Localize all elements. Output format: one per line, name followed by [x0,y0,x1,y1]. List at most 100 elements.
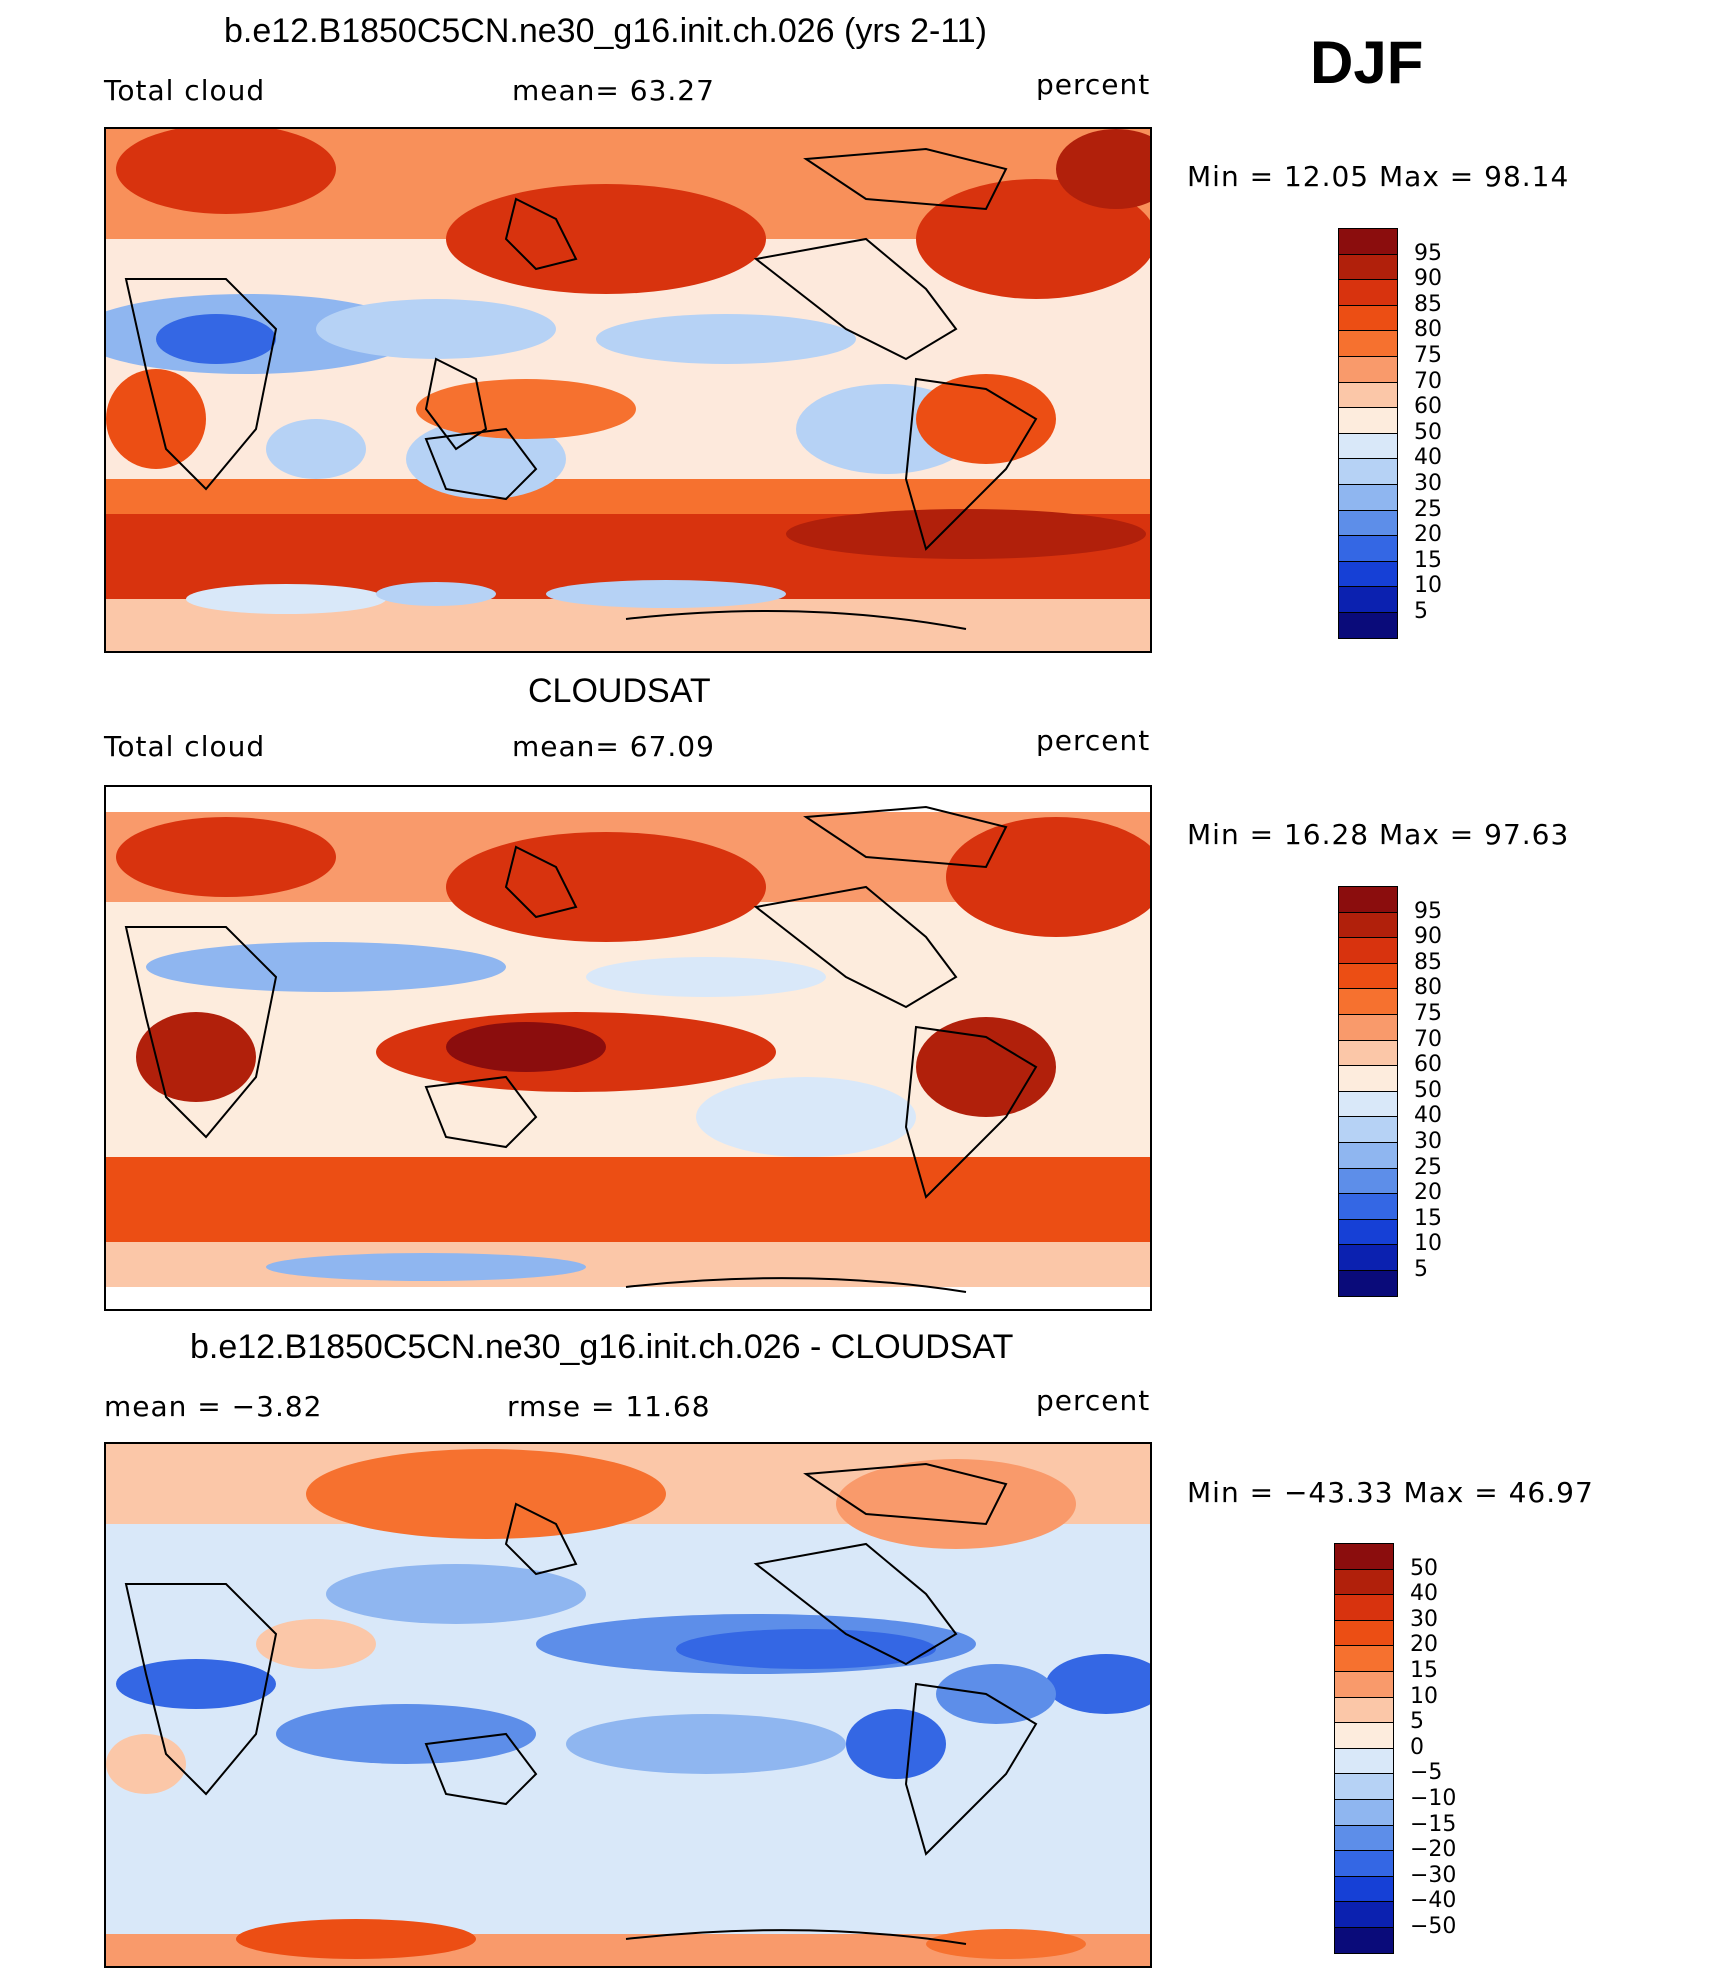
colorbar-tick-label: 85 [1414,291,1442,317]
colorbar-tick-label: 5 [1414,599,1428,624]
colorbar-tick-label: 40 [1414,1103,1442,1129]
colorbar-swatch [1338,1270,1398,1297]
colorbar-swatch [1334,1824,1394,1852]
colorbar-tick-label: 10 [1410,1683,1438,1709]
colorbar-swatch [1338,612,1398,639]
colorbar-swatch [1338,886,1398,913]
colorbar-swatch [1338,1193,1398,1220]
colorbar-tick-label: 95 [1414,898,1442,924]
colorbar-swatch [1334,1722,1394,1749]
units-label: percent [1036,1384,1151,1417]
colorbar-swatch [1338,988,1398,1015]
colorbar-swatch [1334,1696,1394,1724]
colorbar-tick-label: −50 [1410,1914,1457,1939]
colorbar-swatch [1338,509,1398,537]
colorbar-tick-label: −10 [1410,1786,1457,1811]
colorbar: 95 90 85 80 75 70 60 50 40 30 25 20 15 10 5 [1338,228,1458,639]
colorbar-tick-label: 40 [1414,445,1442,471]
cloud-map-field [106,129,1150,651]
colorbar-tick-label: 20 [1414,522,1442,548]
colorbar-tick-label: −5 [1410,1760,1443,1786]
colorbar-swatch [1338,1014,1398,1041]
colorbar-tick-label: −20 [1410,1837,1457,1863]
colorbar-swatch [1334,1568,1394,1596]
colorbar-tick-label: 75 [1414,343,1442,368]
colorbar-swatch [1338,962,1398,990]
colorbar-tick-label: 80 [1414,317,1442,343]
colorbar-swatch [1338,1090,1398,1118]
colorbar-tick-label: −40 [1410,1888,1457,1914]
colorbar-tick-label: 60 [1414,394,1442,420]
colorbar-swatch [1334,1671,1394,1698]
colorbar-tick-label: 30 [1414,1129,1442,1154]
colorbar-tick-label: −15 [1410,1811,1457,1837]
colorbar-swatch [1338,253,1398,281]
colorbar-swatch [1338,1039,1398,1067]
difference-map-field [106,1444,1150,1966]
colorbar-swatch [1338,1116,1398,1143]
season-label: DJF [1310,29,1424,96]
colorbar: 95 90 85 80 75 70 60 50 40 30 25 20 15 10 5 [1338,886,1458,1297]
colorbar-swatch [1338,1218,1398,1246]
colorbar: 50 40 30 20 15 10 5 0 −5 −10 −15 −20 −30 −40 −50 [1334,1543,1457,1954]
difference-map [104,1442,1152,1968]
mean-label: mean= 67.09 [512,730,715,763]
colorbar-tick-label: 15 [1414,1205,1442,1231]
colorbar-swatch [1334,1747,1394,1775]
colorbar-tick-label: 75 [1414,1001,1442,1026]
colorbar-swatch [1338,911,1398,939]
colorbar-swatch [1334,1901,1394,1928]
colorbar-swatch [1334,1875,1394,1903]
colorbar-swatch [1338,937,1398,964]
units-label: percent [1036,68,1151,101]
range-label: Min = −43.33 Max = 46.97 [1187,1476,1594,1509]
colorbar-tick-label: 85 [1414,949,1442,975]
colorbar-swatch [1338,1142,1398,1169]
colorbar-tick-label: 50 [1410,1555,1438,1581]
colorbar-swatch [1334,1543,1394,1570]
panel-title: CLOUDSAT [528,672,711,710]
colorbar-swatch [1338,407,1398,434]
mean-label: mean= 63.27 [512,74,715,107]
colorbar-tick-label: 80 [1414,975,1442,1001]
colorbar-tick-label: 40 [1410,1581,1438,1607]
colorbar-swatch [1334,1799,1394,1826]
cloud-map-field [106,787,1150,1309]
colorbar-swatch [1334,1927,1394,1954]
colorbar-tick-label: 95 [1414,240,1442,266]
colorbar-swatch [1338,228,1398,255]
colorbar-tick-label: 70 [1414,368,1442,394]
colorbar-swatch [1338,484,1398,511]
colorbar-swatch [1334,1773,1394,1800]
panel-title: b.e12.B1850C5CN.ne30_g16.init.ch.026 - C… [190,1328,1014,1366]
colorbar-tick-label: 50 [1414,419,1442,445]
panel-title: b.e12.B1850C5CN.ne30_g16.init.ch.026 (yr… [224,12,987,50]
colorbar-swatch [1334,1594,1394,1621]
rmse-label: rmse = 11.68 [507,1390,711,1423]
colorbar-tick-label: 0 [1410,1734,1424,1760]
colorbar-swatch [1338,356,1398,383]
colorbar-tick-label: 20 [1410,1632,1438,1658]
variable-label: Total cloud [104,730,266,763]
cloud-map [104,785,1152,1311]
colorbar-swatch [1334,1850,1394,1877]
colorbar-tick-label: 60 [1414,1052,1442,1078]
colorbar-swatch [1338,586,1398,613]
colorbar-tick-label: 15 [1410,1658,1438,1683]
colorbar-swatch [1338,1244,1398,1271]
colorbar-swatch [1338,458,1398,485]
colorbar-tick-label: 10 [1414,1231,1442,1257]
colorbar-tick-label: −30 [1410,1862,1457,1888]
colorbar-tick-label: 25 [1414,496,1442,522]
range-label: Min = 16.28 Max = 97.63 [1187,818,1570,851]
colorbar-swatch [1334,1619,1394,1647]
mean-label: mean = −3.82 [104,1390,323,1423]
colorbar-swatch [1338,1065,1398,1092]
units-label: percent [1036,724,1151,757]
colorbar-tick-label: 10 [1414,573,1442,599]
colorbar-swatch [1338,432,1398,460]
colorbar-tick-label: 90 [1414,924,1442,950]
range-label: Min = 12.05 Max = 98.14 [1187,160,1570,193]
colorbar-tick-label: 90 [1414,266,1442,292]
colorbar-swatch [1338,279,1398,306]
